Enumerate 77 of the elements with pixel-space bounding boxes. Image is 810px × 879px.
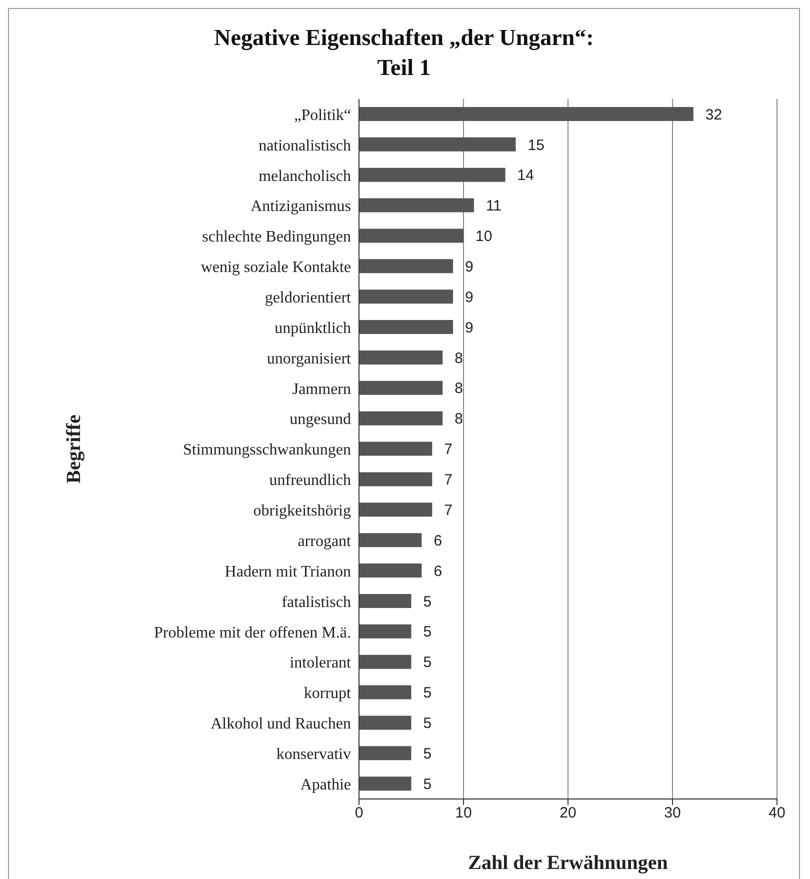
- x-tick-label: 30: [664, 804, 681, 822]
- bar: [359, 411, 443, 426]
- data-label: 9: [465, 288, 474, 306]
- y-tick-label: arrogant: [298, 532, 352, 550]
- y-tick-label: konservativ: [276, 746, 351, 764]
- bar: [359, 168, 506, 182]
- y-tick-label: Jammern: [292, 380, 351, 398]
- bar: [359, 746, 412, 760]
- y-tick-label: Hadern mit Trianon: [224, 563, 351, 580]
- y-tick-label: melancholisch: [258, 168, 351, 185]
- y-tick-label: „Politik“: [294, 106, 351, 124]
- bar: [359, 228, 464, 243]
- bar: [359, 685, 412, 700]
- y-tick-label: intolerant: [290, 654, 352, 672]
- y-axis-title: Begriffe: [63, 414, 86, 484]
- data-label: 6: [434, 532, 442, 550]
- data-label: 7: [444, 472, 452, 489]
- bar: [359, 594, 412, 608]
- y-tick-label: Stimmungsschwankungen: [183, 442, 351, 459]
- data-label: 11: [486, 198, 502, 215]
- y-tick-label: unorganisiert: [266, 350, 352, 368]
- chart-title: Negative Eigenschaften „der Ungarn“: Teil 1: [213, 24, 595, 82]
- data-label: 5: [423, 684, 432, 702]
- bar: [359, 259, 454, 274]
- bar: [359, 624, 412, 638]
- bar: [359, 442, 432, 456]
- data-label: 7: [444, 502, 452, 519]
- y-tick-label: unpünktlich: [274, 320, 351, 337]
- y-tick-label: fatalistisch: [282, 594, 351, 611]
- data-label: 5: [423, 654, 432, 672]
- data-label: 9: [465, 319, 474, 336]
- data-label: 5: [423, 715, 432, 732]
- y-tick-label: Antiziganismus: [250, 198, 351, 216]
- y-tick-label: korrupt: [304, 685, 352, 702]
- x-tick-label: 40: [768, 804, 786, 822]
- bar: [359, 380, 443, 395]
- y-tick-label: nationalistisch: [258, 137, 351, 154]
- data-label: 8: [454, 380, 463, 398]
- bar: [359, 290, 454, 304]
- y-tick-label: Apathie: [300, 776, 351, 794]
- y-tick-label: Alkohol und Rauchen: [210, 716, 351, 733]
- bar: [359, 716, 412, 730]
- bar: [359, 137, 516, 152]
- data-label: 5: [423, 624, 432, 641]
- bar: [359, 533, 422, 548]
- data-label: 15: [528, 136, 544, 154]
- bar: [359, 107, 694, 121]
- data-label: 5: [423, 593, 432, 610]
- bar: [359, 320, 454, 334]
- y-tick-label: ungesund: [290, 411, 351, 428]
- data-label: 9: [465, 258, 474, 276]
- bar: [359, 350, 443, 364]
- x-tick-label: 20: [560, 804, 576, 822]
- y-tick-label: obrigkeitshörig: [253, 502, 351, 520]
- data-label: 7: [444, 441, 452, 458]
- y-tick-label: schlechte Bedingungen: [202, 228, 351, 246]
- data-label: 5: [423, 745, 432, 762]
- bar: [359, 776, 412, 791]
- bar: [359, 564, 422, 578]
- x-axis-title: Zahl der Erwähnungen: [468, 852, 668, 874]
- y-tick-label: wenig soziale Kontakte: [200, 259, 351, 276]
- bar: [359, 198, 474, 212]
- y-tick-label: unfreundlich: [269, 472, 351, 490]
- data-label: 6: [434, 562, 442, 580]
- x-tick-label: 0: [354, 804, 364, 822]
- bar: [359, 654, 412, 669]
- data-label: 8: [454, 410, 463, 428]
- data-label: 32: [705, 106, 722, 124]
- x-tick-label: 10: [455, 804, 472, 822]
- bar: [359, 472, 432, 486]
- data-label: 10: [476, 228, 492, 246]
- data-label: 5: [423, 776, 432, 793]
- y-tick-label: Probleme mit der offenen M.ä.: [154, 624, 351, 642]
- y-tick-label: geldorientiert: [264, 290, 352, 307]
- bar: [359, 502, 432, 517]
- data-label: 14: [517, 167, 534, 184]
- data-label: 8: [454, 350, 463, 367]
